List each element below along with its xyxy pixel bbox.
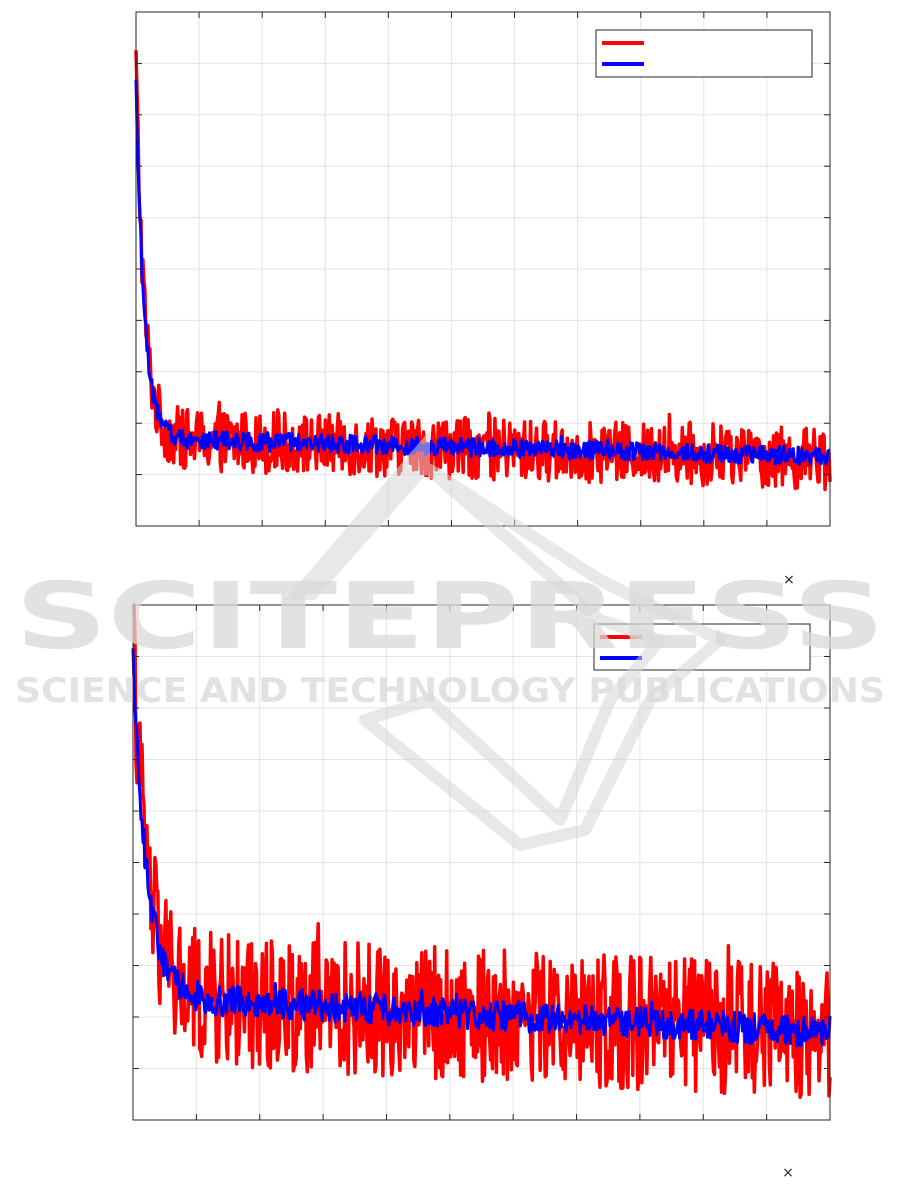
legend bbox=[593, 623, 811, 671]
series-line-mean_blue bbox=[131, 648, 832, 1048]
chart-top: × bbox=[134, 11, 832, 588]
series-line-band_red bbox=[134, 50, 832, 492]
x-exponent-marker: × bbox=[782, 1165, 794, 1181]
legend-box bbox=[595, 29, 813, 78]
grid bbox=[136, 12, 830, 526]
ticks bbox=[132, 604, 831, 1121]
legend-box bbox=[593, 623, 811, 671]
series-line-band_red bbox=[132, 603, 832, 1100]
chart-bottom: × bbox=[131, 603, 832, 1181]
series-line-mean_blue bbox=[134, 79, 831, 466]
legend bbox=[595, 29, 813, 78]
x-exponent-marker: × bbox=[783, 572, 795, 588]
